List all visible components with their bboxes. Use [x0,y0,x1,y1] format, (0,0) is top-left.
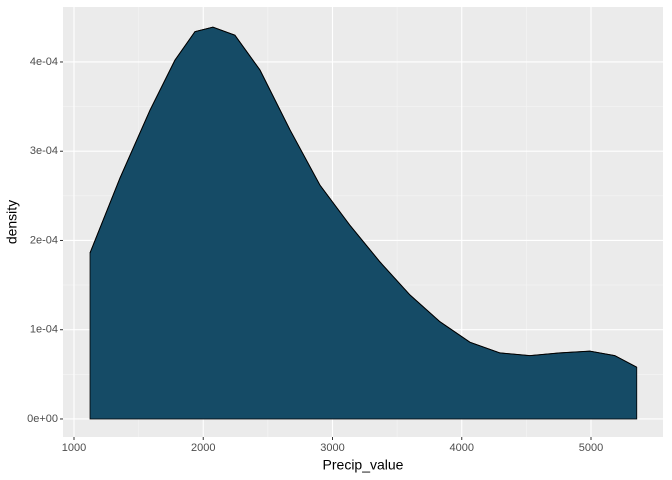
density-line [89,26,637,368]
y-tick-label: 0e+00 [27,413,58,425]
y-tick-label: 1e-04 [30,324,58,336]
y-tick-label: 4e-04 [30,56,58,68]
y-tick-label: 2e-04 [30,234,58,246]
x-axis-title: Precip_value [323,457,404,473]
x-tick-label: 1000 [62,442,86,454]
x-tick-label: 4000 [450,442,474,454]
x-tick-label: 5000 [579,442,603,454]
y-tick-label: 3e-04 [30,145,58,157]
x-tick-label: 3000 [320,442,344,454]
y-axis-title: density [4,200,20,244]
x-tick-label: 2000 [191,442,215,454]
